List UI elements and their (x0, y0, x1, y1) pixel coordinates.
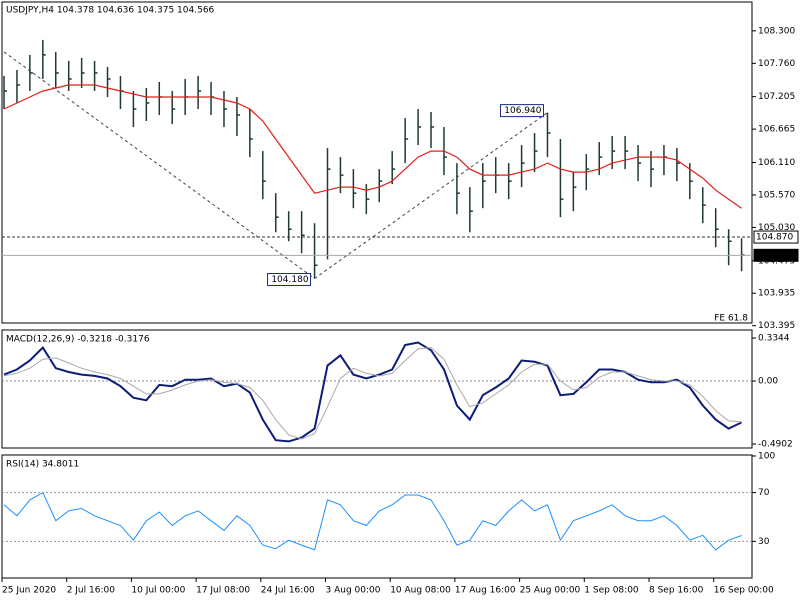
level-label: 104.566 (756, 251, 793, 261)
macd-line (3, 341, 743, 443)
level-box (753, 248, 799, 262)
price-title: USDJPY,H4 104.378 104.636 104.375 104.56… (6, 6, 215, 16)
macd-line (3, 347, 742, 440)
trendline (3, 51, 315, 279)
annotation-label: 106.940 (504, 106, 541, 116)
x-tick-label: 24 Jul 16:00 (261, 586, 315, 596)
rsi-line (3, 491, 742, 551)
y-tick-label: 108.300 (758, 26, 795, 36)
x-tick-label: 10 Aug 08:00 (390, 586, 451, 596)
annotation-box (267, 273, 312, 287)
y-tick-label: 30 (758, 537, 770, 547)
y-tick-label: 106.110 (758, 158, 795, 168)
x-tick-label: 8 Sep 16:00 (649, 586, 704, 596)
x-tick-label: 10 Jul 00:00 (131, 586, 185, 596)
y-tick-label: 105.570 (758, 190, 795, 200)
moving-average (3, 84, 742, 209)
macd-panel (1, 329, 753, 449)
macd-title: MACD(12,26,9) -0.3218 -0.3176 (6, 335, 150, 345)
y-tick-label: 70 (758, 488, 770, 498)
level-label: 104.870 (756, 233, 793, 243)
rsi-title: RSI(14) 34.8011 (6, 460, 79, 470)
fe-label: FE 61.8 (714, 314, 748, 324)
x-tick-label: 16 Sep 00:00 (714, 586, 774, 596)
y-tick-label: 105.030 (758, 223, 795, 233)
x-tick-label: 2 Jul 16:00 (67, 586, 116, 596)
level-box (753, 230, 799, 244)
y-tick-label: 103.935 (758, 289, 795, 299)
y-tick-label: 107.205 (758, 92, 795, 102)
annotation-box (499, 104, 544, 118)
y-tick-label: 0.3344 (758, 334, 790, 344)
x-tick-label: 17 Jul 08:00 (196, 586, 250, 596)
x-tick-label: 17 Aug 16:00 (455, 586, 516, 596)
rsi-panel (1, 454, 753, 579)
y-tick-label: -0.4902 (758, 440, 793, 450)
y-tick-label: 106.665 (758, 125, 795, 135)
x-tick-label: 1 Sep 08:00 (584, 586, 639, 596)
x-tick-label: 3 Aug 00:00 (326, 586, 381, 596)
y-tick-label: 100 (758, 452, 775, 462)
x-tick-label: 25 Aug 00:00 (520, 586, 581, 596)
x-tick-label: 25 Jun 2020 (2, 586, 56, 596)
y-tick-label: 107.760 (758, 59, 795, 69)
y-tick-label: 103.395 (758, 321, 795, 331)
annotation-label: 104.180 (271, 275, 308, 285)
y-tick-label: 0.00 (758, 377, 778, 387)
